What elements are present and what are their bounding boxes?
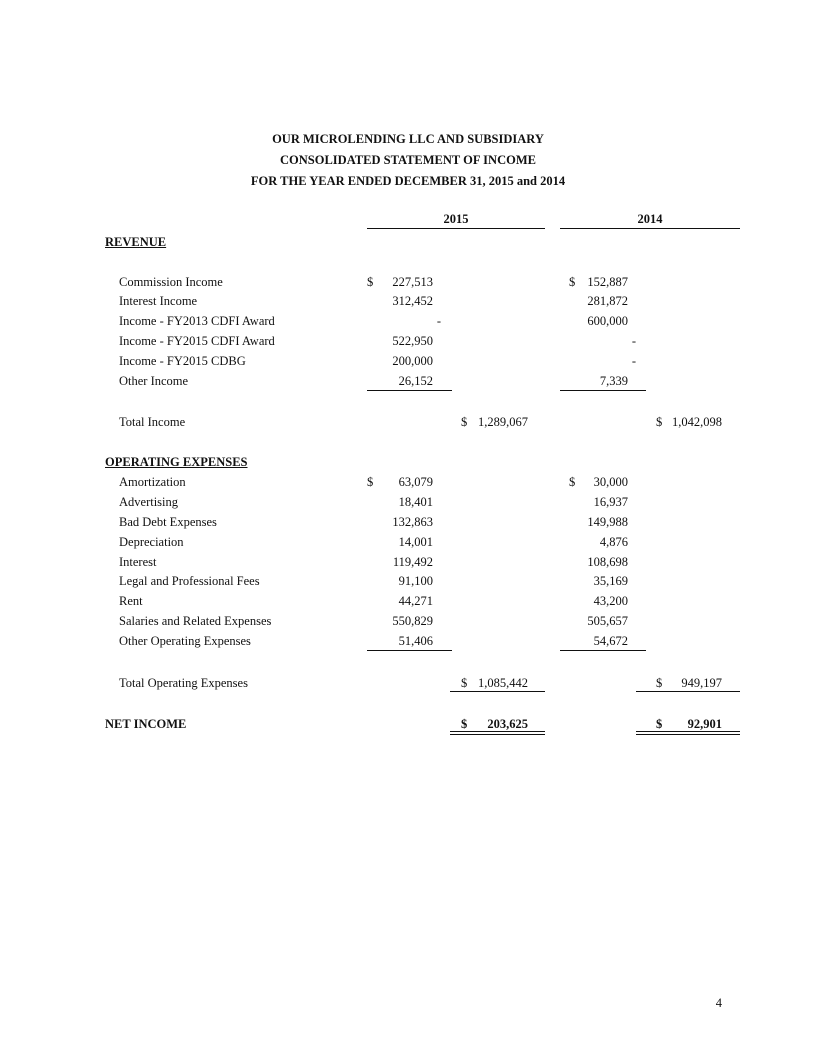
net-income-double-underline [450,731,545,735]
amount-2015: 522,950 [392,334,433,348]
net-income-double-underline [636,731,740,735]
amount-2014: 16,937 [593,495,628,509]
amount-2014: 281,872 [587,294,628,308]
line-item-label: Amortization [119,475,186,489]
amount-2014: 4,876 [599,535,628,549]
amount-2014: 152,887 [587,275,628,289]
amount-2014: 149,988 [587,515,628,529]
amount-2014: 30,000 [593,475,628,489]
amount-2014: 600,000 [587,314,628,328]
amount-2015: 44,271 [398,594,433,608]
subtotal-underline [367,390,452,391]
total-label: Total Income [119,415,186,429]
amount-2014: 505,657 [587,614,628,628]
amount-2014: - [631,354,636,368]
currency-symbol: $ [461,676,468,690]
total-label: NET INCOME [105,717,187,731]
subtotal-underline [367,650,452,651]
line-item-label: Other Operating Expenses [119,634,251,648]
amount-2015: 550,829 [392,614,433,628]
amount-2015: 91,100 [398,574,433,588]
line-item-label: Advertising [119,495,179,509]
column-header-2014: 2014 [637,212,663,226]
line-item-label: Income - FY2015 CDBG [119,354,246,368]
amount-2015: 18,401 [398,495,433,509]
currency-symbol: $ [656,676,663,690]
line-item-label: Rent [119,594,143,608]
subtotal-underline [560,650,646,651]
line-item-label: Bad Debt Expenses [119,515,217,529]
total-2014: 1,042,098 [672,415,722,429]
total-underline [450,691,545,692]
line-item-label: Other Income [119,374,189,388]
total-2014: 949,197 [681,676,722,690]
line-item-label: Legal and Professional Fees [119,574,260,588]
amount-2014: 35,169 [593,574,628,588]
column-header-underline [367,228,545,229]
total-2015: 1,289,067 [478,415,528,429]
amount-2015: 26,152 [398,374,433,388]
currency-symbol: $ [461,717,468,731]
total-2014: 92,901 [687,717,722,731]
total-underline [636,691,740,692]
amount-2015: 63,079 [398,475,433,489]
line-item-label: Income - FY2013 CDFI Award [119,314,275,328]
revenue-heading: REVENUE [105,235,167,249]
total-2015: 203,625 [487,717,528,731]
amount-2014: 7,339 [599,374,628,388]
amount-2015: - [436,314,441,328]
line-item-label: Interest Income [119,294,198,308]
operating-expenses-heading: OPERATING EXPENSES [105,455,248,469]
total-2015: 1,085,442 [478,676,528,690]
currency-symbol: $ [367,475,374,489]
currency-symbol: $ [367,275,374,289]
amount-2014: - [631,334,636,348]
amount-2015: 200,000 [392,354,433,368]
amount-2015: 119,492 [392,555,433,569]
currency-symbol: $ [461,415,468,429]
amount-2014: 54,672 [593,634,628,648]
line-item-label: Income - FY2015 CDFI Award [119,334,275,348]
line-item-label: Commission Income [119,275,223,289]
currency-symbol: $ [569,275,576,289]
line-item-label: Interest [119,555,157,569]
statement-period: FOR THE YEAR ENDED DECEMBER 31, 2015 and… [250,174,566,188]
line-item-label: Salaries and Related Expenses [119,614,272,628]
currency-symbol: $ [569,475,576,489]
page-number: 4 [715,996,722,1010]
amount-2014: 108,698 [587,555,628,569]
column-header-2015: 2015 [443,212,469,226]
amount-2015: 14,001 [398,535,433,549]
currency-symbol: $ [656,717,663,731]
currency-symbol: $ [656,415,663,429]
line-item-label: Depreciation [119,535,184,549]
subtotal-underline [560,390,646,391]
total-label: Total Operating Expenses [119,676,248,690]
amount-2015: 132,863 [392,515,433,529]
amount-2014: 43,200 [593,594,628,608]
company-name: OUR MICROLENDING LLC AND SUBSIDIARY [272,132,544,146]
amount-2015: 51,406 [398,634,433,648]
amount-2015: 312,452 [392,294,433,308]
column-header-underline [560,228,740,229]
amount-2015: 227,513 [392,275,433,289]
statement-title: CONSOLIDATED STATEMENT OF INCOME [280,153,536,167]
